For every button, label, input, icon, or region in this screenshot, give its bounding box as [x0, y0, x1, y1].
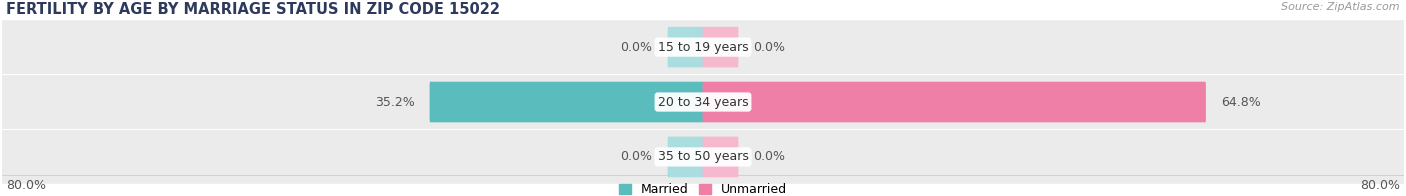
FancyBboxPatch shape [668, 137, 703, 177]
FancyBboxPatch shape [668, 27, 703, 67]
Text: 35 to 50 years: 35 to 50 years [658, 150, 748, 163]
Text: 0.0%: 0.0% [754, 41, 786, 54]
Text: 0.0%: 0.0% [620, 150, 652, 163]
Text: 35.2%: 35.2% [375, 95, 415, 109]
Text: FERTILITY BY AGE BY MARRIAGE STATUS IN ZIP CODE 15022: FERTILITY BY AGE BY MARRIAGE STATUS IN Z… [6, 2, 501, 17]
Legend: Married, Unmarried: Married, Unmarried [619, 183, 787, 196]
Text: Source: ZipAtlas.com: Source: ZipAtlas.com [1281, 2, 1400, 12]
Text: 0.0%: 0.0% [754, 150, 786, 163]
Text: 80.0%: 80.0% [1360, 179, 1400, 192]
Text: 20 to 34 years: 20 to 34 years [658, 95, 748, 109]
FancyBboxPatch shape [1, 20, 1405, 74]
Text: 15 to 19 years: 15 to 19 years [658, 41, 748, 54]
FancyBboxPatch shape [703, 82, 1206, 122]
FancyBboxPatch shape [703, 27, 738, 67]
FancyBboxPatch shape [703, 137, 738, 177]
Text: 80.0%: 80.0% [6, 179, 46, 192]
FancyBboxPatch shape [1, 130, 1405, 184]
FancyBboxPatch shape [1, 75, 1405, 129]
Text: 64.8%: 64.8% [1220, 95, 1261, 109]
FancyBboxPatch shape [430, 82, 703, 122]
Text: 0.0%: 0.0% [620, 41, 652, 54]
